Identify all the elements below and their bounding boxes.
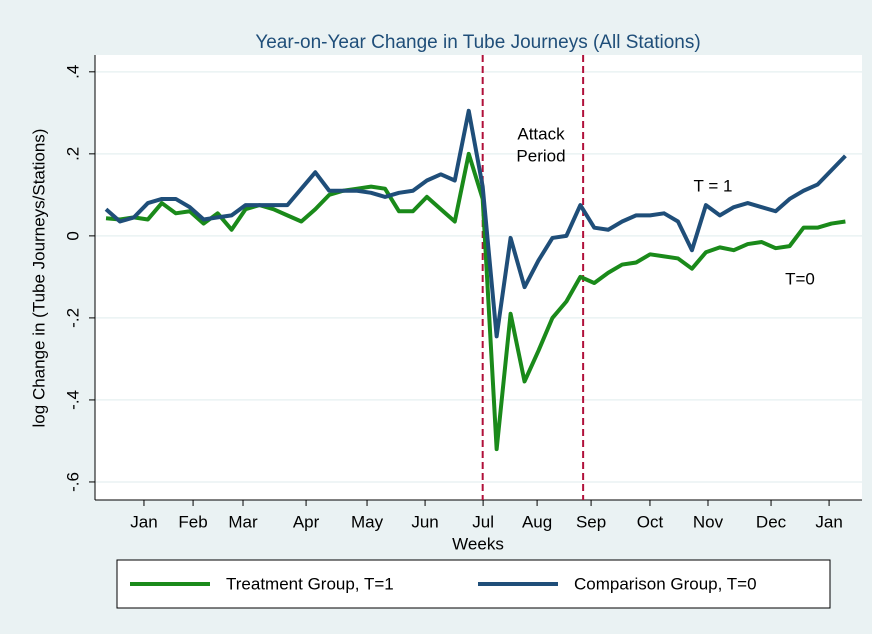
legend-label: Treatment Group, T=1 (226, 574, 394, 593)
x-tick-label: Nov (693, 512, 724, 531)
plot-area (95, 55, 862, 500)
y-tick-label: -.2 (63, 308, 82, 328)
x-tick-label: Apr (293, 512, 320, 531)
legend-label: Comparison Group, T=0 (574, 574, 757, 593)
y-tick-label: -.4 (63, 390, 82, 410)
chart-title: Year-on-Year Change in Tube Journeys (Al… (255, 32, 700, 53)
annotation: Attack (517, 124, 565, 143)
y-tick-label: -.6 (63, 472, 82, 492)
legend-box (116, 559, 831, 609)
x-tick-label: Aug (522, 512, 552, 531)
series-line (104, 108, 847, 339)
x-tick-label: Dec (756, 512, 787, 531)
x-tick-label: Sep (576, 512, 606, 531)
x-tick-label: Mar (228, 512, 258, 531)
annotation: Period (516, 146, 565, 165)
series-line (105, 151, 846, 452)
x-tick-label: May (351, 512, 384, 531)
x-tick-label: Jan (130, 512, 157, 531)
x-tick-label: Jun (411, 512, 438, 531)
y-tick-label: .4 (63, 65, 82, 79)
x-axis-title: Weeks (452, 534, 504, 553)
x-tick-label: Feb (178, 512, 207, 531)
x-tick-label: Oct (637, 512, 664, 531)
annotation: T = 1 (694, 176, 733, 195)
x-tick-label: Jan (815, 512, 842, 531)
y-tick-label: .2 (63, 147, 82, 161)
y-axis-title: log Change in (Tube Journeys/Stations) (29, 129, 48, 428)
y-tick-label: 0 (63, 231, 82, 240)
x-tick-label: Jul (472, 512, 494, 531)
annotation: T=0 (785, 269, 815, 288)
